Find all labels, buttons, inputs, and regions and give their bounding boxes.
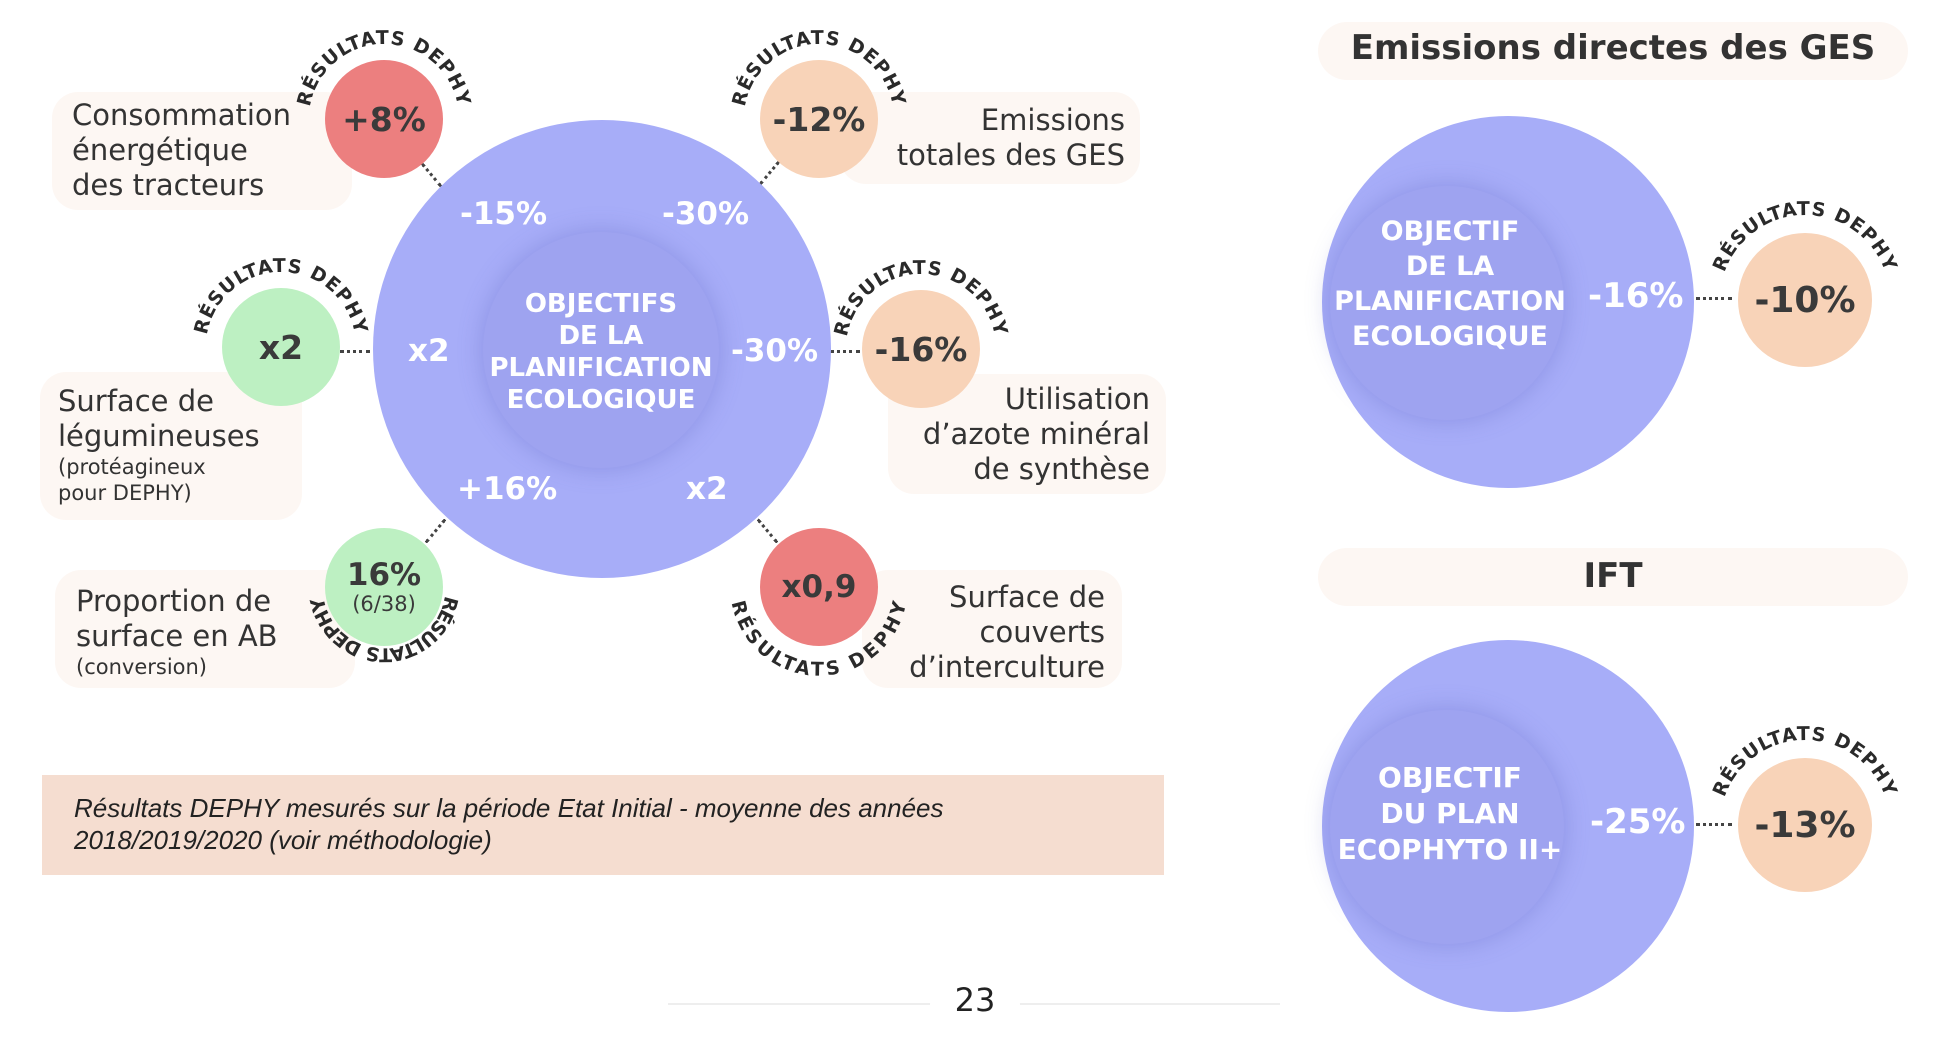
indicator-couverts-line-3: d’interculture: [909, 650, 1105, 684]
panel-ift-circle-line-1: OBJECTIF: [1378, 761, 1522, 794]
main-objective-line-1: OBJECTIFS: [524, 289, 678, 319]
indicator-label-legumineuses: Surface de légumineuses (protéagineux po…: [58, 384, 260, 506]
panel-ift-connector: [1696, 823, 1732, 826]
result-value-conso: +8%: [342, 99, 426, 139]
panel-ges-title-bar: [1318, 22, 1908, 80]
indicator-azote-line-3: de synthèse: [973, 452, 1150, 486]
target-legumineuses: x2: [408, 333, 450, 369]
panel-ges-circle-line-1: OBJECTIF: [1380, 216, 1520, 247]
panel-ift-target: -25%: [1590, 802, 1686, 842]
panel-ges-target: -16%: [1588, 276, 1684, 316]
ring-text-azote: RÉSULTATS DEPHY: [830, 257, 1012, 338]
connector-legumineuses: [340, 350, 370, 353]
ring-text-legumineuses: RÉSULTATS DEPHY: [190, 255, 372, 336]
indicator-legumineuses-sublabel: (protéagineux pour DEPHY): [58, 455, 206, 505]
result-bubble-azote: -16%: [862, 290, 980, 408]
panel-ges-circle-line-3: PLANIFICATION: [1334, 286, 1566, 317]
methodology-note-box: [42, 775, 1164, 875]
indicator-couverts-line-1: Surface de: [949, 580, 1105, 614]
indicator-conso-line-3: des tracteurs: [72, 168, 265, 202]
indicator-label-ab: Proportion de surface en AB (conversion): [76, 584, 278, 680]
label-pill-ab: [55, 570, 355, 688]
methodology-note-text: Résultats DEPHY mesurés sur la période E…: [74, 793, 944, 855]
result-value-legumineuses: x2: [258, 327, 304, 367]
indicator-azote-line-1: Utilisation: [1004, 382, 1150, 416]
indicator-conso-line-1: Consommation: [72, 98, 292, 132]
indicator-emissions-line-2: totales des GES: [896, 138, 1125, 172]
main-objective-line-3: PLANIFICATION: [489, 353, 713, 383]
ring-text-conso: RÉSULTATS DEPHY: [293, 27, 475, 108]
result-bubble-legumineuses: x2: [222, 288, 340, 406]
main-objective-line-4: ECOLOGIQUE: [506, 385, 696, 415]
panel-ift-circle-text: OBJECTIF DU PLAN ECOPHYTO II+: [1330, 760, 1570, 868]
panel-ges-title: Emissions directes des GES: [1350, 28, 1876, 68]
panel-ift-ring-label: RÉSULTATS DEPHY: [1709, 723, 1902, 800]
panel-ges-inner-circle: [1330, 186, 1564, 420]
ring-text-emissions: RÉSULTATS DEPHY: [728, 27, 910, 108]
indicator-ab-line-1: Proportion de: [76, 584, 272, 618]
target-azote: -30%: [731, 333, 819, 369]
indicator-ab-sublabel: (conversion): [76, 655, 208, 679]
main-objective-line-2: DE LA: [558, 321, 644, 351]
indicator-couverts-line-2: couverts: [979, 615, 1105, 649]
target-emissions: -30%: [662, 196, 750, 232]
main-objective-text: OBJECTIFS DE LA PLANIFICATION ECOLOGIQUE: [473, 288, 729, 416]
ring-label-ab: RÉSULTATS DEPHY: [306, 594, 461, 665]
panel-ges-ring-text: RÉSULTATS DEPHY: [1709, 198, 1902, 275]
indicator-ab-line-2: surface en AB: [76, 619, 278, 653]
result-bubble-conso: +8%: [325, 60, 443, 178]
page-number: 23: [954, 981, 996, 1019]
connector-azote: [830, 350, 860, 353]
page-number-badge: 23: [930, 960, 1020, 1040]
ring-label-couverts: RÉSULTATS DEPHY: [727, 598, 911, 681]
panel-ift-circle-line-2: DU PLAN: [1380, 797, 1520, 830]
indicator-legumineuses-line-2: légumineuses: [58, 419, 260, 453]
panel-ift-circle-line-3: ECOPHYTO II+: [1337, 833, 1563, 866]
panel-ges-circle-line-2: DE LA: [1405, 251, 1495, 282]
indicator-label-emissions: Emissions totales des GES: [880, 103, 1125, 173]
panel-ift-result-value: -13%: [1754, 804, 1856, 846]
label-pill-emissions: [840, 92, 1140, 184]
panel-ift-inner-circle: [1330, 710, 1564, 944]
target-ab: +16%: [457, 471, 558, 507]
result-bubble-emissions: -12%: [760, 60, 878, 178]
ring-label-azote: RÉSULTATS DEPHY: [830, 257, 1012, 338]
ring-label-conso: RÉSULTATS DEPHY: [293, 27, 475, 108]
panel-ift-title: IFT: [1583, 556, 1643, 596]
ring-text-ab: RÉSULTATS DEPHY: [306, 594, 461, 665]
panel-ges-circle-line-4: ECOLOGIQUE: [1352, 321, 1548, 352]
indicator-label-conso: Consommation énergétique des tracteurs: [72, 98, 291, 203]
target-conso: -15%: [460, 196, 548, 232]
panel-ges-result-value: -10%: [1754, 279, 1856, 321]
panel-ift-title-bar: [1318, 548, 1908, 606]
ring-label-emissions: RÉSULTATS DEPHY: [728, 27, 910, 108]
ring-label-legumineuses: RÉSULTATS DEPHY: [190, 255, 372, 336]
panel-ges-connector: [1696, 297, 1732, 300]
indicator-emissions-line-1: Emissions: [980, 103, 1125, 137]
label-pill-couverts: [862, 570, 1122, 688]
panel-ift-ring-text: RÉSULTATS DEPHY: [1709, 723, 1902, 800]
panel-ges-ring-label: RÉSULTATS DEPHY: [1709, 198, 1902, 275]
result-bubble-ab: 16% (6/38): [325, 528, 443, 646]
indicator-azote-line-2: d’azote minéral: [922, 417, 1150, 451]
panel-ift-result-bubble: -13%: [1738, 758, 1872, 892]
indicator-legumineuses-line-1: Surface de: [58, 384, 214, 418]
result-value-couverts: x0,9: [781, 569, 857, 605]
target-couverts: x2: [686, 471, 728, 507]
main-objective-inner-circle: [483, 232, 719, 468]
result-value-emissions: -12%: [772, 99, 866, 139]
panel-ges-result-bubble: -10%: [1738, 233, 1872, 367]
result-bubble-couverts: x0,9: [760, 528, 878, 646]
indicator-conso-line-2: énergétique: [72, 133, 248, 167]
indicator-label-azote: Utilisation d’azote minéral de synthèse: [900, 382, 1150, 487]
result-value-azote: -16%: [874, 329, 968, 369]
panel-ges-circle-text: OBJECTIF DE LA PLANIFICATION ECOLOGIQUE: [1330, 214, 1570, 354]
result-subvalue-ab: (6/38): [352, 592, 416, 616]
result-value-ab: 16%: [346, 557, 422, 593]
indicator-label-couverts: Surface de couverts d’interculture: [870, 580, 1105, 685]
label-pill-conso: [52, 92, 352, 210]
